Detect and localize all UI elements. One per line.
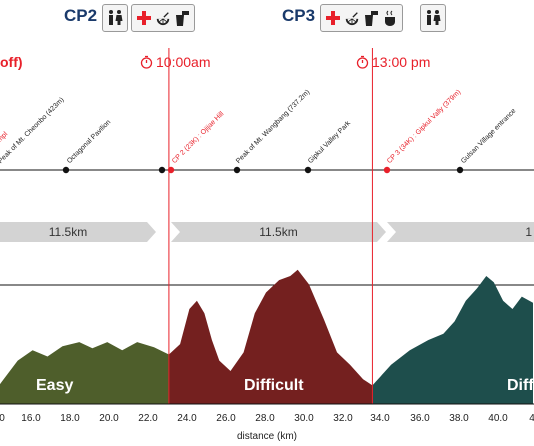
segment-bar-3: 1 (387, 222, 534, 242)
stopwatch-icon (140, 55, 153, 69)
first-aid-icon (136, 8, 152, 28)
profile-section-3 (372, 276, 533, 404)
x-tick-label: 36.0 (410, 413, 430, 424)
x-tick-label: 16.0 (21, 413, 41, 424)
cp3-cutoff-time: 13:00 pm (356, 54, 430, 70)
cp3-time-text: 13:00 pm (372, 54, 431, 70)
x-tick-label: 34.0 (370, 413, 390, 424)
segment-bar-1: 11.5km (0, 222, 156, 242)
x-tick-label: 30.0 (294, 413, 314, 424)
segment-bar-2: 11.5km (171, 222, 386, 242)
cp2-time-text: 10:00am (156, 54, 211, 70)
waypoint-dot-5 (304, 166, 312, 174)
x-tick-label: 26.0 (216, 413, 236, 424)
waypoint-dot-4 (233, 166, 241, 174)
x-tick-label: 32.0 (333, 413, 353, 424)
segment-distance-2: 11.5km (259, 225, 298, 239)
restroom-icon (107, 8, 123, 28)
first-aid-icon (325, 8, 341, 28)
segment-distance-3: 1 (525, 225, 532, 239)
drink-icon (363, 8, 379, 28)
cp3-service-icons (320, 4, 403, 32)
restroom-icon (425, 8, 441, 28)
x-tick-label: 0 (0, 413, 5, 424)
x-axis-label: distance (km) (236, 431, 297, 442)
x-tick-label: 28.0 (255, 413, 275, 424)
prior-checkpoint-note: off) (0, 54, 23, 70)
x-tick-label: 4 (529, 413, 534, 424)
fruit-icon (155, 8, 171, 28)
x-tick-label: 40.0 (488, 413, 508, 424)
cp2-service-icons (131, 4, 195, 32)
cp3-facility-icons (420, 4, 446, 32)
cp3-title: CP3 (282, 6, 316, 25)
cp2-cutoff-time: 10:00am (140, 54, 210, 70)
waypoint-dot-7 (456, 166, 464, 174)
hot-food-icon (382, 8, 398, 28)
cp2-facility-icons (102, 4, 128, 32)
stopwatch-icon (356, 55, 369, 69)
waypoint-dot-2 (158, 166, 166, 174)
difficulty-label-difficult: Difficult (244, 377, 304, 394)
waypoint-dot-6 (383, 166, 391, 174)
x-tick-label: 22.0 (138, 413, 158, 424)
x-tick-label: 24.0 (177, 413, 197, 424)
profile-section-2 (168, 269, 373, 404)
x-tick-label: 38.0 (449, 413, 469, 424)
waypoint-dot-1 (62, 166, 70, 174)
x-tick-label: 18.0 (60, 413, 80, 424)
drink-icon (174, 8, 190, 28)
profile-section-1 (0, 342, 169, 404)
x-tick-label: 20.0 (99, 413, 119, 424)
segment-distance-1: 11.5km (48, 225, 88, 239)
difficulty-label-diff: Diff (507, 377, 534, 394)
difficulty-label-easy: Easy (36, 377, 74, 394)
cp2-title: CP2 (64, 6, 98, 25)
waypoint-dot-3 (167, 166, 175, 174)
fruit-icon (344, 8, 360, 28)
